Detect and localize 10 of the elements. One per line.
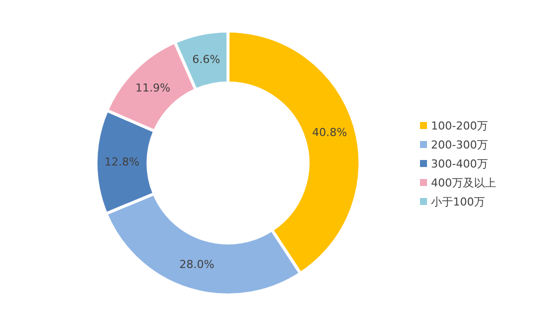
legend-label: 100-200万 — [431, 120, 488, 132]
legend-label: 400万及以上 — [431, 176, 496, 190]
legend-label: 200-300万 — [431, 138, 488, 152]
legend-label: 300-400万 — [431, 158, 488, 170]
legend-label: 小于100万 — [431, 196, 485, 208]
data-label: 6.6% — [192, 52, 220, 66]
data-label: 40.8% — [312, 126, 348, 140]
data-label: 28.0% — [179, 258, 214, 271]
data-label: 12.8% — [104, 156, 140, 169]
data-label: 11.9% — [135, 82, 170, 95]
